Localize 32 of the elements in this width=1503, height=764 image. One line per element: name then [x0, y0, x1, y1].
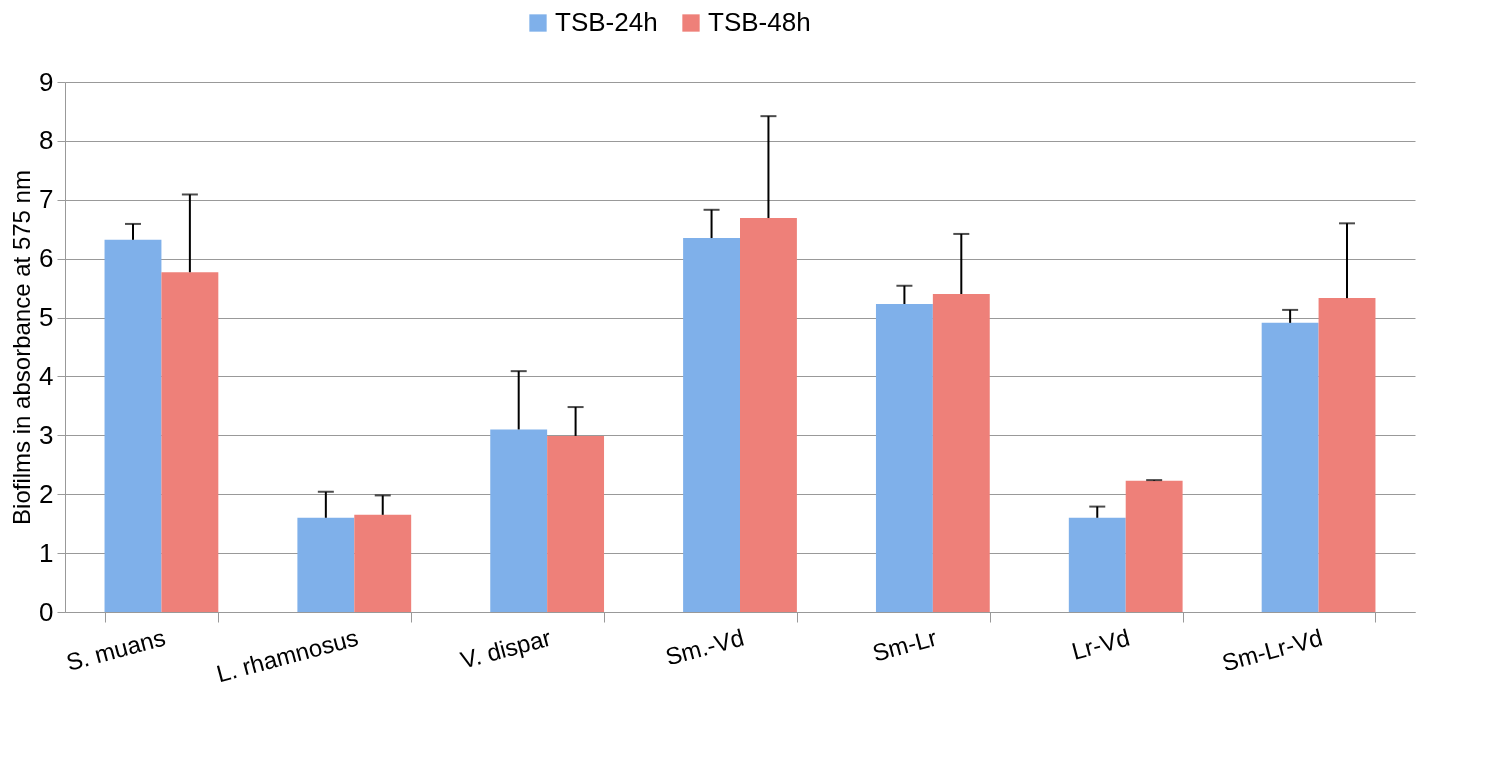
bar: [1068, 517, 1126, 612]
y-tick-label: 5: [39, 302, 54, 333]
bar: [1125, 480, 1183, 612]
y-tick-label: 9: [39, 66, 54, 97]
y-tick-label: 0: [39, 596, 54, 627]
x-tick-label: Sm-Lr: [869, 623, 940, 667]
y-tick-label: 4: [39, 360, 54, 391]
y-axis-title: Biofilms in absorbance at 575 nm: [8, 170, 36, 525]
y-tick-label: 2: [39, 478, 54, 509]
bar: [683, 238, 740, 612]
y-tick-label: 3: [39, 419, 54, 450]
bar: [1261, 322, 1319, 612]
bar: [875, 304, 933, 612]
bar: [1318, 298, 1376, 612]
legend-label: TSB-24h: [555, 7, 658, 37]
x-tick-label: Sm.-Vd: [662, 623, 747, 671]
bar: [354, 514, 412, 612]
bar: [161, 272, 219, 612]
y-tick-label: 7: [39, 184, 54, 215]
bar: [740, 218, 797, 612]
bar: [104, 239, 162, 612]
bar: [297, 517, 355, 612]
bar: [490, 429, 548, 612]
y-tick-label: 6: [39, 243, 54, 274]
x-tick-label: Lr-Vd: [1068, 623, 1133, 665]
y-tick-label: 8: [39, 125, 54, 156]
x-tick-label: V. dispar: [457, 623, 554, 674]
x-tick-label: S. muans: [63, 623, 169, 676]
bar: [932, 294, 990, 612]
bar: [547, 435, 605, 612]
legend-label: TSB-48h: [708, 7, 811, 37]
y-tick-label: 1: [39, 537, 54, 568]
